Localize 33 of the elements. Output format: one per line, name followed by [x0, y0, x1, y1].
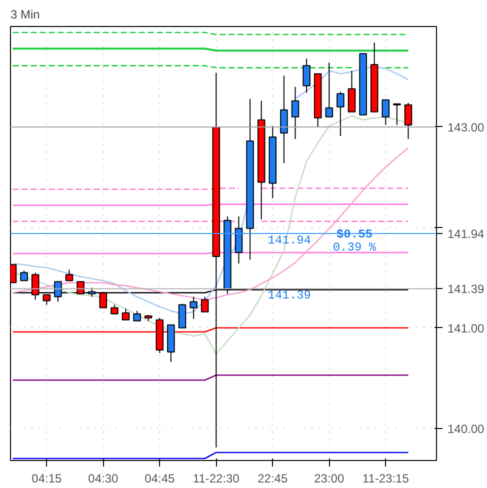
y-tick-label: 140.00 [448, 422, 485, 436]
candlestick [200, 296, 209, 312]
candlestick [280, 75, 288, 164]
candlestick [325, 62, 334, 118]
candlestick [336, 91, 344, 137]
candlestick [393, 103, 401, 126]
candlestick [133, 310, 141, 322]
annotation: 141.94 [268, 233, 311, 248]
candlestick [20, 270, 28, 282]
ref-line-label: 141.39 [448, 282, 485, 296]
candlestick [178, 303, 186, 328]
candlestick [348, 70, 356, 112]
candlestick [122, 308, 130, 320]
candlestick [190, 296, 198, 320]
ref-line-label: 141.94 [448, 226, 485, 241]
x-tick-label: 04:15 [32, 472, 62, 486]
y-tick-label: 143.00 [448, 120, 485, 134]
x-tick-label: 04:30 [88, 472, 118, 486]
x-tick-label: 23:00 [314, 472, 344, 486]
y-tick-label: 141.00 [448, 321, 485, 336]
candlestick [110, 304, 118, 314]
candlestick [404, 102, 412, 140]
x-tick-label: 22:45 [258, 472, 288, 486]
candlestick [382, 99, 390, 126]
candlestick [65, 269, 74, 282]
x-tick-label: 11-22:30 [192, 472, 240, 486]
annotation: 141.39 [268, 288, 311, 303]
candlestick [302, 58, 310, 94]
candlestick [291, 86, 300, 140]
x-tick-label: 04:45 [144, 472, 175, 486]
x-tick-label: 11-23:15 [362, 472, 410, 486]
annotation: 0.39 % [332, 240, 377, 254]
chart-title: 3 Min [10, 8, 40, 22]
